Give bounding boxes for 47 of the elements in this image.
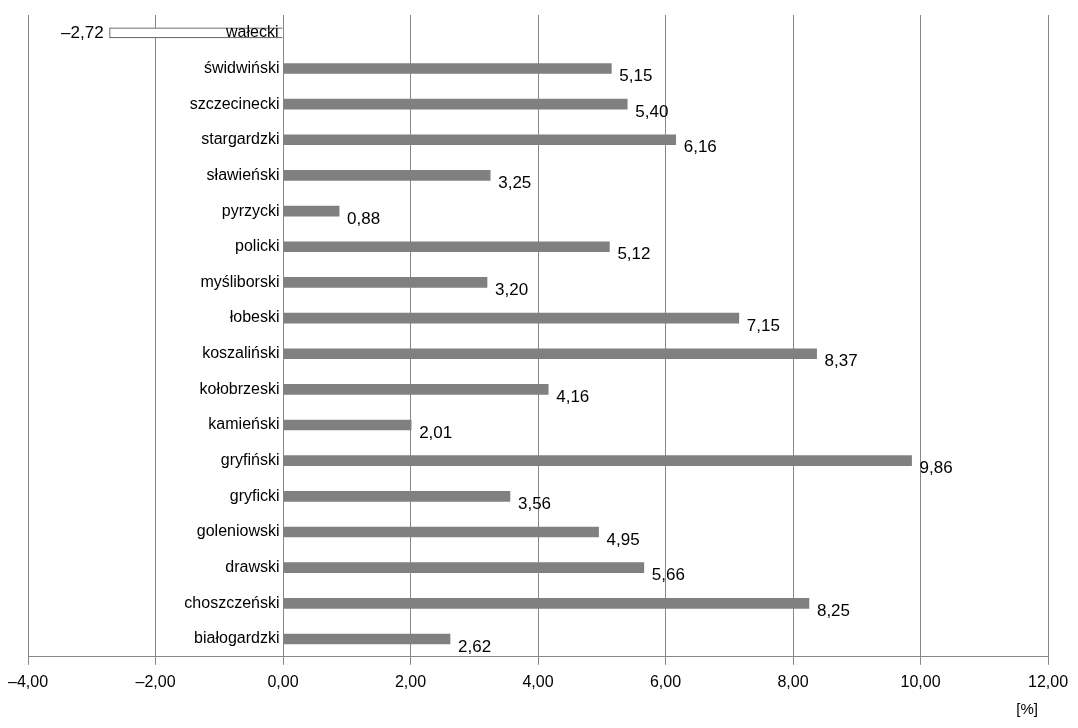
y-tick-label: białogardzki <box>194 629 280 647</box>
data-label: 4,16 <box>556 387 590 407</box>
y-tick-label: koszaliński <box>202 344 280 362</box>
y-tick-label: goleniowski <box>196 522 280 540</box>
data-label: –2,72 <box>61 22 104 42</box>
y-tick-label: łobeski <box>229 308 280 326</box>
x-tick-label: 2,00 <box>394 672 427 690</box>
data-label: 3,20 <box>495 280 529 300</box>
y-tick-label: kamieński <box>208 415 280 433</box>
x-tick-label: –2,00 <box>135 672 176 690</box>
data-label: 6,16 <box>683 137 717 157</box>
y-tick-label: myśliborski <box>200 272 280 290</box>
data-label: 5,15 <box>619 66 653 86</box>
y-tick-label: sławieński <box>206 165 280 183</box>
data-label: 8,37 <box>824 351 858 371</box>
y-tick-label: kołobrzeski <box>199 379 280 397</box>
x-tick-label: 12,00 <box>1027 672 1069 690</box>
data-label: 3,56 <box>517 494 552 514</box>
data-label: 3,25 <box>498 173 532 193</box>
data-label: 8,25 <box>816 601 851 620</box>
x-axis-title: [%] <box>1016 700 1038 717</box>
y-tick-label: gryficki <box>229 486 280 504</box>
data-label: 5,12 <box>617 244 651 264</box>
y-tick-label: szczecinecki <box>189 94 280 112</box>
x-tick-label: 6,00 <box>649 672 682 690</box>
data-label: 2,62 <box>458 636 492 656</box>
y-tick-label: drawski <box>225 558 280 576</box>
y-tick-label: stargardzki <box>201 130 280 148</box>
y-tick-label: świdwiński <box>203 58 280 76</box>
bar <box>283 205 340 217</box>
x-tick-label: 0,00 <box>267 672 299 690</box>
data-label: 5,40 <box>635 101 669 121</box>
data-label: 4,95 <box>606 529 640 549</box>
data-label: 5,66 <box>651 565 685 585</box>
x-tick-label: 8,00 <box>777 672 809 690</box>
x-tick-label: 10,00 <box>900 672 941 690</box>
data-label: 2,01 <box>419 422 453 442</box>
x-tick-label: 4,00 <box>522 672 554 690</box>
data-label: 0,88 <box>347 208 381 228</box>
y-tick-label: policki <box>235 237 280 255</box>
y-tick-label: choszczeński <box>184 593 280 611</box>
y-tick-label: gryfiński <box>220 451 280 469</box>
y-tick-label: pyrzycki <box>221 201 280 219</box>
data-label: 7,15 <box>746 315 780 335</box>
x-tick-label: –4,00 <box>8 672 49 690</box>
y-tick-label: wałecki <box>225 23 279 41</box>
data-label: 9,86 <box>919 458 953 478</box>
